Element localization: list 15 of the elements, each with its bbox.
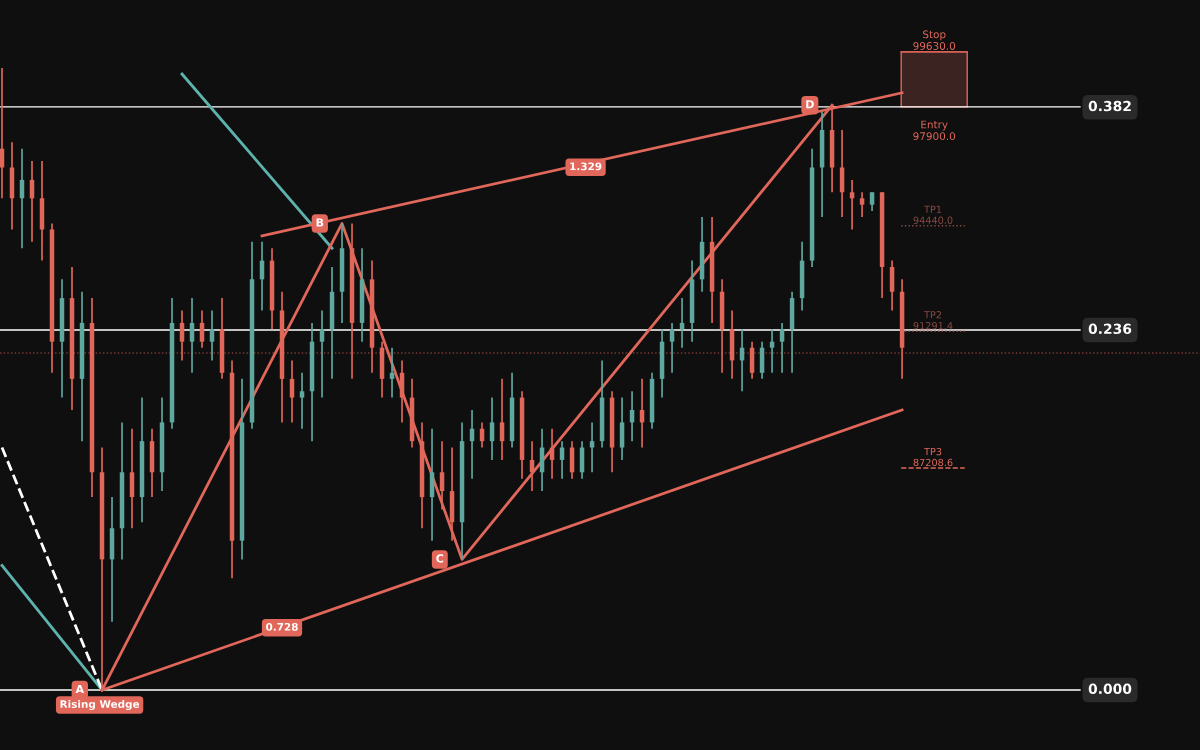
data-label: D bbox=[806, 100, 814, 109]
annotation: Rising Wedge bbox=[60, 699, 140, 711]
data-label: C bbox=[436, 554, 444, 563]
annotation: 1.329 bbox=[570, 162, 602, 171]
data-label: B bbox=[316, 218, 324, 227]
data-label: A bbox=[75, 685, 85, 694]
annotation: 0.728 bbox=[266, 622, 298, 631]
ref-line-label: TP2 91291.4 bbox=[913, 311, 953, 330]
ref-line-label: Stop 99630.0 bbox=[913, 30, 956, 50]
ref-line-label: TP1 94440.0 bbox=[913, 205, 953, 224]
text: 0.236 bbox=[1088, 323, 1132, 335]
ref-line-label: TP3 87208.6 bbox=[913, 447, 953, 467]
text: 0.000 bbox=[1088, 683, 1132, 695]
text: 0.382 bbox=[1088, 100, 1131, 112]
text: Entry 97900.0 bbox=[913, 120, 956, 141]
